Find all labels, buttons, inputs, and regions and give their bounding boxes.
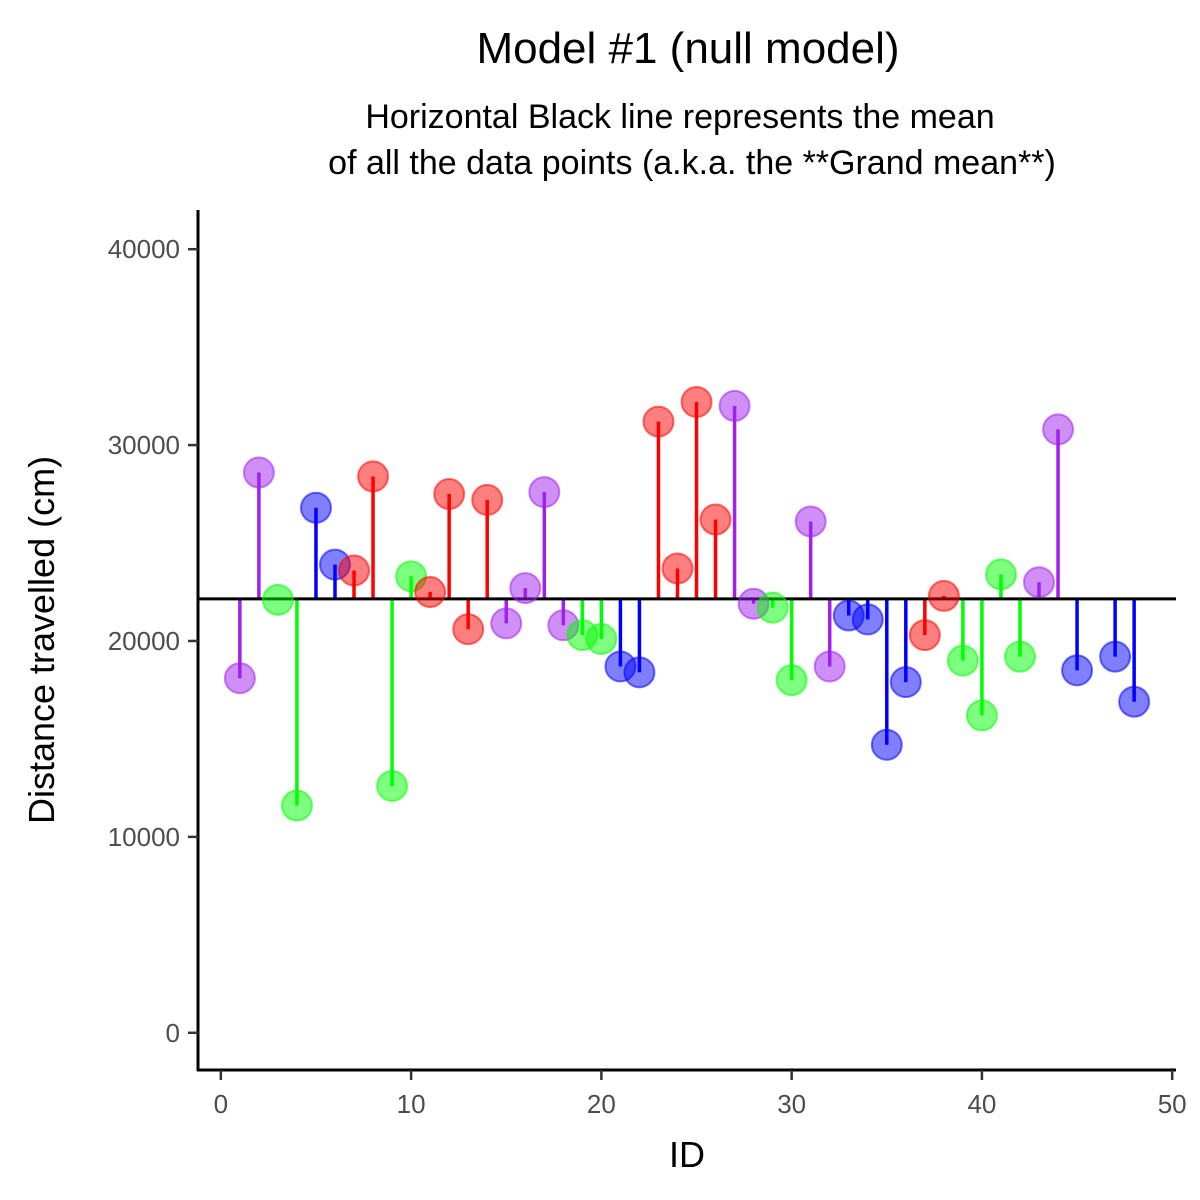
data-point bbox=[357, 460, 390, 493]
x-tick-label: 40 bbox=[967, 1089, 996, 1119]
y-axis-ticks: 0 10000 20000 30000 40000 bbox=[108, 234, 198, 1048]
data-point bbox=[889, 666, 922, 699]
data-point bbox=[965, 699, 998, 732]
x-tick-label: 10 bbox=[397, 1089, 426, 1119]
data-point bbox=[699, 503, 732, 536]
chart-title: Model #1 (null model) bbox=[476, 24, 899, 73]
data-point bbox=[433, 478, 466, 511]
chart-subtitle-line-1: Horizontal Black line represents the mea… bbox=[365, 98, 994, 136]
data-point bbox=[718, 389, 751, 422]
data-point bbox=[623, 656, 656, 689]
data-point bbox=[280, 789, 313, 822]
data-point bbox=[908, 619, 941, 652]
data-point bbox=[775, 664, 808, 697]
data-point bbox=[1023, 566, 1056, 599]
data-point bbox=[661, 552, 694, 585]
data-point bbox=[851, 603, 884, 636]
data-point bbox=[1118, 685, 1151, 718]
data-point bbox=[946, 644, 979, 677]
data-point bbox=[223, 662, 256, 695]
data-point bbox=[414, 576, 447, 609]
data-point bbox=[984, 558, 1017, 591]
data-point bbox=[1061, 654, 1094, 687]
x-axis-ticks: 0 10 20 30 40 50 bbox=[214, 1070, 1187, 1119]
y-tick-label: 30000 bbox=[108, 430, 180, 460]
data-point bbox=[509, 572, 542, 605]
y-tick-label: 0 bbox=[166, 1018, 180, 1048]
y-tick-label: 20000 bbox=[108, 626, 180, 656]
data-point bbox=[1099, 640, 1132, 673]
x-tick-label: 0 bbox=[214, 1089, 228, 1119]
x-axis-title: ID bbox=[669, 1134, 705, 1175]
x-tick-label: 30 bbox=[777, 1089, 806, 1119]
data-point bbox=[528, 476, 561, 509]
x-tick-label: 50 bbox=[1158, 1089, 1187, 1119]
data-point bbox=[794, 505, 827, 538]
data-point bbox=[585, 623, 618, 656]
data-point bbox=[299, 491, 332, 524]
y-tick-label: 40000 bbox=[108, 234, 180, 264]
data-point bbox=[376, 769, 409, 802]
data-point bbox=[261, 583, 294, 616]
y-axis-title: Distance travelled (cm) bbox=[21, 456, 62, 824]
data-point bbox=[756, 591, 789, 624]
data-point bbox=[870, 728, 903, 761]
data-point bbox=[927, 579, 960, 612]
data-point bbox=[1042, 413, 1075, 446]
data-point bbox=[1003, 640, 1036, 673]
data-point bbox=[813, 650, 846, 683]
data-point bbox=[242, 456, 275, 489]
y-tick-label: 10000 bbox=[108, 822, 180, 852]
data-point bbox=[471, 483, 504, 516]
data-point bbox=[490, 607, 523, 640]
data-point bbox=[452, 613, 485, 646]
x-tick-label: 20 bbox=[587, 1089, 616, 1119]
data-point bbox=[680, 385, 713, 418]
data-point bbox=[642, 405, 675, 438]
data-point bbox=[338, 554, 371, 587]
plot-area bbox=[198, 385, 1176, 822]
chart-subtitle-line-2: of all the data points (a.k.a. the **Gra… bbox=[328, 144, 1056, 182]
